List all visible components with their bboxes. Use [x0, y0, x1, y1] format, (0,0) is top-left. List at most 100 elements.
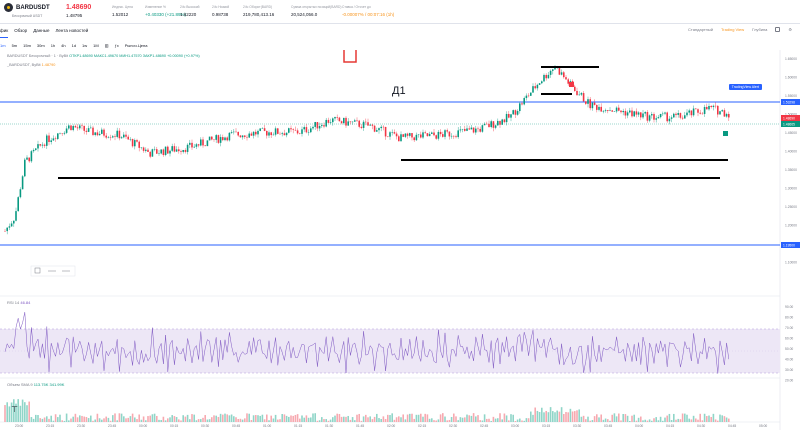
- time-tick: 02:15: [418, 424, 426, 428]
- volume-bar: [63, 420, 66, 422]
- volume-bar: [211, 417, 213, 422]
- timeframe-button[interactable]: 1h: [50, 43, 56, 48]
- volume-bar: [626, 415, 629, 422]
- timeframe-button[interactable]: 1w: [82, 43, 88, 48]
- chart-type-icon[interactable]: ▥: [104, 43, 109, 48]
- volume-bar: [714, 419, 717, 422]
- volume-bar: [112, 415, 114, 422]
- view-standard[interactable]: Стандартный: [688, 27, 713, 32]
- price-chart[interactable]: Д1 1.65000 1.60000 1.55000 1.50000 1.45000 1.…: [0, 50, 800, 436]
- candle: [147, 148, 149, 152]
- timeframe-button[interactable]: 30m: [36, 43, 45, 48]
- symbol-selector[interactable]: BARDUSDT: [4, 3, 50, 12]
- volume-bar: [98, 418, 101, 422]
- candle: [114, 134, 116, 141]
- chart-tab[interactable]: Данные: [33, 28, 50, 33]
- volume-bar: [208, 419, 211, 422]
- candle: [81, 123, 83, 130]
- volume-bar: [164, 420, 167, 422]
- header-stat-label: Изменение %: [145, 5, 166, 9]
- timeframe-button[interactable]: 1m: [0, 43, 6, 48]
- volume-bar: [613, 413, 616, 422]
- candle: [501, 118, 503, 125]
- volume-bar: [107, 417, 110, 422]
- candle: [72, 124, 74, 132]
- chart-tab[interactable]: Обзор: [14, 28, 28, 33]
- candle: [294, 126, 297, 132]
- header-stat: 24ч Низкий 0.98738: [212, 5, 229, 17]
- timeframe-button[interactable]: 15m: [23, 43, 31, 48]
- timeframe-button[interactable]: 1d: [71, 43, 77, 48]
- candle: [367, 118, 369, 126]
- chart-tab[interactable]: Лента новостей: [55, 28, 89, 33]
- candle: [329, 118, 332, 125]
- candle: [717, 105, 719, 118]
- indicators-icon[interactable]: ƒx: [114, 43, 119, 48]
- candle: [281, 131, 283, 137]
- volume-bar: [32, 418, 35, 422]
- candle: [468, 125, 470, 131]
- volume-bar: [679, 419, 682, 422]
- volume-bar: [277, 419, 279, 422]
- volume-bar: [706, 416, 708, 422]
- timeframe-button[interactable]: 5m: [11, 43, 18, 48]
- candle: [138, 140, 140, 152]
- fullscreen-icon[interactable]: [775, 27, 781, 32]
- candle: [512, 109, 514, 115]
- volume-bar: [376, 413, 378, 422]
- candle: [277, 127, 279, 135]
- volume-bar: [409, 413, 411, 422]
- volume-bar: [145, 420, 147, 422]
- volume-bar: [596, 414, 598, 422]
- header-stat-value: -0.00007% / 00:07:16 (1h): [342, 12, 395, 17]
- candle: [125, 131, 127, 139]
- candle: [343, 117, 345, 125]
- volume-bar: [4, 405, 6, 422]
- volume-bar: [677, 418, 679, 422]
- candle: [345, 116, 347, 128]
- symbol-subtitle: Бессрочный USDT: [12, 14, 43, 18]
- chart-tab[interactable]: фик: [0, 26, 9, 38]
- trade-marker-buy: [723, 131, 728, 136]
- candle: [477, 126, 479, 133]
- symbol-name[interactable]: BARDUSDT: [16, 4, 50, 11]
- candle: [180, 149, 182, 155]
- candle: [602, 110, 605, 114]
- header-stat-value: 0.98738: [212, 12, 229, 17]
- view-depth[interactable]: Глубина: [752, 27, 768, 32]
- candle: [648, 114, 651, 123]
- header-stat: 24ч Высокий 1.62220: [180, 5, 200, 17]
- timeframe-button[interactable]: 4h: [61, 43, 66, 48]
- view-tradingview[interactable]: Trading View: [721, 27, 745, 32]
- volume-bar: [281, 414, 283, 422]
- volume-bar: [312, 413, 314, 422]
- volume-bar: [545, 410, 547, 422]
- volume-bar: [156, 415, 158, 422]
- volume-bar: [299, 418, 301, 422]
- candle: [382, 125, 385, 131]
- volume-bar: [728, 418, 730, 422]
- candle: [587, 96, 589, 108]
- tradingview-alert-pill[interactable]: TradingView Alert: [728, 84, 762, 90]
- candle: [296, 128, 299, 135]
- candle: [644, 111, 646, 117]
- candle: [453, 135, 455, 140]
- candle: [387, 136, 389, 138]
- volume-bar: [202, 417, 204, 422]
- candle: [15, 207, 17, 222]
- candle: [508, 111, 510, 119]
- volume-bar: [354, 420, 356, 422]
- price-type-dropdown[interactable]: Рыноч.Цена: [124, 43, 148, 48]
- candle: [173, 143, 176, 153]
- candle: [8, 223, 11, 231]
- candle: [63, 131, 66, 136]
- candle: [668, 115, 671, 125]
- volume-bar: [607, 419, 609, 422]
- volume-bar: [525, 418, 528, 422]
- candle: [695, 108, 697, 110]
- volume-bar: [530, 411, 532, 422]
- volume-bar: [252, 415, 255, 422]
- candle: [712, 104, 715, 111]
- settings-icon[interactable]: ⚙: [788, 27, 792, 32]
- timeframe-button[interactable]: 1M: [93, 43, 99, 48]
